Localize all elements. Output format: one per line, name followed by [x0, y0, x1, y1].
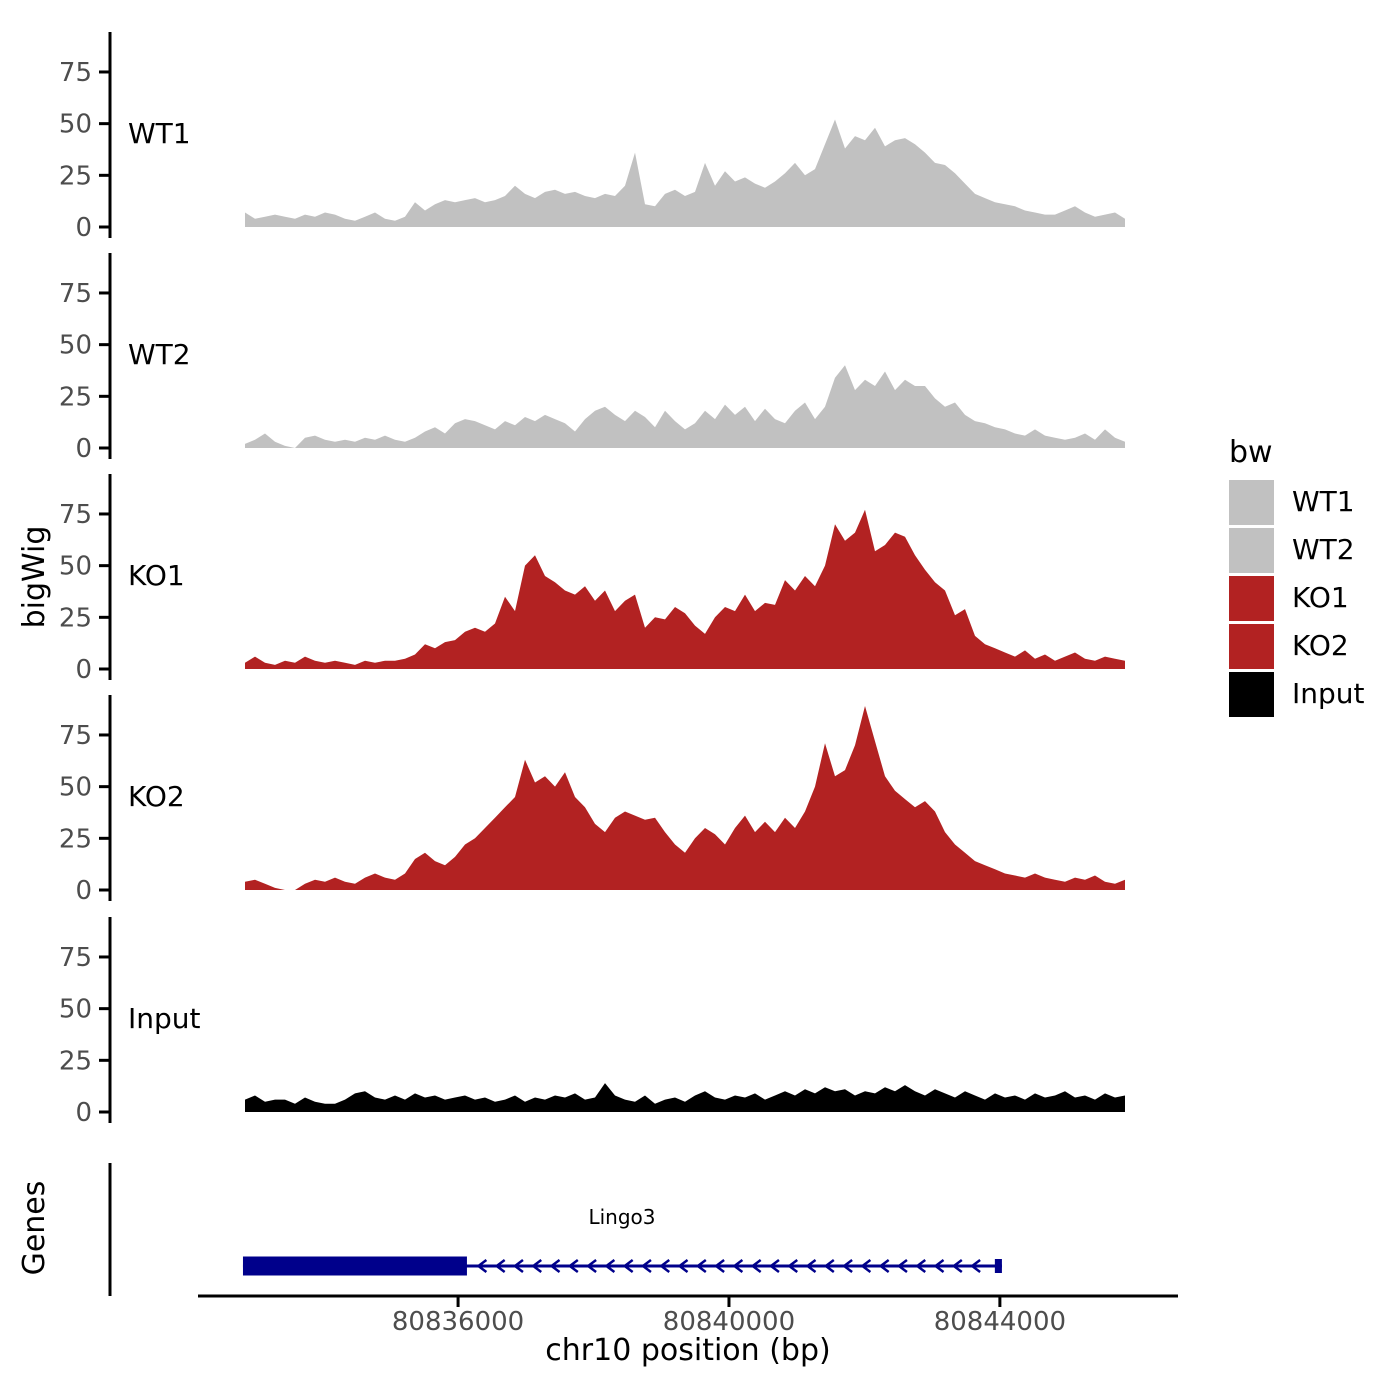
- strand-arrow-icon: [512, 1259, 524, 1273]
- y-tick-label: 50: [59, 110, 92, 140]
- gene-name-label: Lingo3: [588, 1205, 655, 1229]
- strand-arrow-icon: [750, 1259, 762, 1273]
- gene-model-lingo3: [242, 1256, 1002, 1276]
- y-tick-label: 25: [59, 824, 92, 854]
- coverage-area-input: [245, 1083, 1125, 1112]
- legend-swatch-wt1: [1229, 480, 1274, 525]
- strand-arrow-icon: [951, 1259, 963, 1273]
- legend-label-ko1: KO1: [1292, 581, 1349, 614]
- legend-swatch-wt2: [1229, 528, 1274, 573]
- strand-arrow-icon: [567, 1259, 579, 1273]
- legend-label-input: Input: [1292, 677, 1365, 710]
- track-label-wt1: WT1: [128, 117, 191, 150]
- strand-arrow-icon: [677, 1259, 689, 1273]
- strand-arrow-icon: [842, 1259, 853, 1273]
- strand-arrow-icon: [915, 1259, 927, 1273]
- genes-panel: Genes Lingo3: [17, 1163, 1002, 1296]
- strand-arrow-icon: [768, 1259, 780, 1273]
- strand-arrow-icon: [805, 1259, 817, 1273]
- strand-arrow-icon: [476, 1259, 488, 1273]
- legend-label-ko2: KO2: [1292, 629, 1349, 662]
- y-tick-label: 50: [59, 331, 92, 361]
- legend-label-wt1: WT1: [1292, 485, 1355, 518]
- y-tick-label: 75: [59, 279, 92, 309]
- y-tick-label: 50: [59, 995, 92, 1025]
- legend-swatch-ko1: [1229, 576, 1274, 621]
- strand-arrow-icon: [823, 1259, 835, 1273]
- x-tick-label: 80836000: [392, 1307, 524, 1337]
- legend-title: bw: [1229, 435, 1273, 470]
- y-tick-label: 25: [59, 382, 92, 412]
- y-tick-label: 75: [59, 58, 92, 88]
- y-tick-label: 50: [59, 552, 92, 582]
- strand-arrow-icon: [531, 1259, 542, 1273]
- gene-exon-box: [242, 1256, 467, 1276]
- strand-arrow-icon: [695, 1259, 707, 1273]
- y-tick-label: 75: [59, 721, 92, 751]
- legend-swatch-input: [1229, 672, 1274, 717]
- track-label-wt2: WT2: [128, 338, 191, 371]
- y-tick-label: 0: [75, 655, 92, 685]
- x-tick-label: 80840000: [663, 1307, 795, 1337]
- panel-input: 0 25 50 75 Input: [59, 917, 1125, 1128]
- strand-arrow-icon: [860, 1259, 872, 1273]
- coverage-area-wt2: [245, 365, 1125, 448]
- track-label-input: Input: [128, 1002, 201, 1035]
- track-label-ko1: KO1: [128, 559, 185, 592]
- gene-terminal-exon-box: [994, 1259, 1002, 1273]
- panel-wt1: 0 25 50 75 WT1: [59, 32, 1125, 243]
- coverage-area-ko1: [245, 509, 1125, 669]
- strand-arrow-icon: [659, 1259, 670, 1273]
- x-axis-ticks: 80836000 80840000 80844000: [392, 1296, 1066, 1337]
- y-tick-label: 25: [59, 1046, 92, 1076]
- panel-wt2: 0 25 50 75 WT2: [59, 253, 1125, 464]
- strand-arrow-icon: [622, 1259, 634, 1273]
- y-tick-label: 0: [75, 213, 92, 243]
- x-axis: 80836000 80840000 80844000 chr10 position …: [198, 1294, 1178, 1368]
- strand-arrow-icon: [732, 1259, 744, 1273]
- legend: bw WT1 WT2 KO1 KO2 Input: [1229, 435, 1365, 717]
- track-label-ko2: KO2: [128, 780, 185, 813]
- x-axis-title: chr10 position (bp): [545, 1333, 830, 1368]
- y-tick-label: 25: [59, 161, 92, 191]
- strand-arrow-icon: [787, 1259, 799, 1273]
- strand-arrow-icon: [970, 1259, 981, 1273]
- bigwig-axis-title: bigWig: [17, 526, 52, 629]
- legend-items: WT1 WT2 KO1 KO2 Input: [1229, 480, 1365, 717]
- y-tick-label: 0: [75, 1098, 92, 1128]
- genes-axis-title: Genes: [17, 1181, 52, 1276]
- strand-arrow-icon: [714, 1259, 725, 1273]
- strand-arrow-icon: [933, 1259, 945, 1273]
- y-tick-label: 50: [59, 773, 92, 803]
- panel-ko1: 0 25 50 75 KO1: [59, 474, 1125, 685]
- strand-arrow-icon: [878, 1259, 890, 1273]
- legend-label-wt2: WT2: [1292, 533, 1355, 566]
- coverage-area-wt1: [245, 119, 1125, 227]
- strand-arrow-icon: [494, 1259, 506, 1273]
- y-tick-label: 75: [59, 943, 92, 973]
- y-tick-label: 25: [59, 603, 92, 633]
- strand-arrow-icon: [604, 1259, 616, 1273]
- coverage-area-ko2: [245, 706, 1125, 890]
- coverage-panels: 0 25 50 75 WT1 0 25 50 75 WT2 0 25 50 75 KO1 0 25 50 75 KO2…: [59, 32, 1125, 1128]
- strand-arrow-icon: [640, 1259, 652, 1273]
- x-tick-label: 80844000: [934, 1307, 1066, 1337]
- y-tick-label: 0: [75, 434, 92, 464]
- panel-ko2: 0 25 50 75 KO2: [59, 695, 1125, 906]
- legend-swatch-ko2: [1229, 624, 1274, 669]
- y-tick-label: 0: [75, 876, 92, 906]
- strand-arrow-icon: [586, 1259, 597, 1273]
- strand-arrow-icon: [896, 1259, 908, 1273]
- strand-arrow-icon: [549, 1259, 561, 1273]
- y-tick-label: 75: [59, 500, 92, 530]
